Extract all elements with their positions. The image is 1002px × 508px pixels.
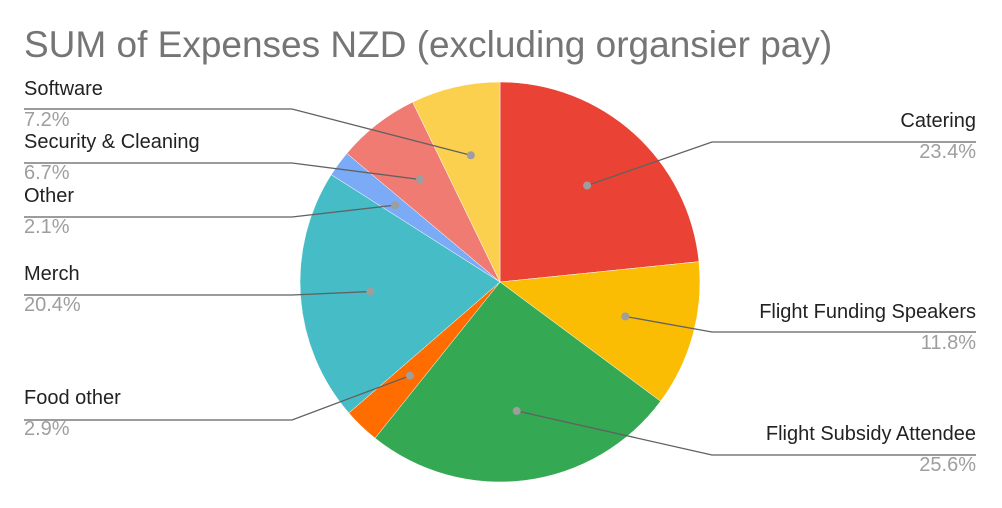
leader-dot-software — [466, 151, 475, 160]
leader-line-flight-subsidy-attendee — [516, 410, 976, 456]
pie-slice-catering — [499, 81, 700, 283]
pie-slices — [299, 81, 701, 483]
slice-label-other: Other — [24, 185, 74, 207]
leader-dot-merch — [366, 287, 375, 296]
slice-label-software: Software — [24, 78, 103, 100]
slice-labels: Catering 23.4% Flight Funding Speakers 11.8… — [24, 78, 976, 476]
leader-line-other — [24, 204, 396, 218]
slice-percent-other: 2.1% — [24, 216, 70, 238]
leader-dot-other — [391, 201, 400, 210]
slice-percent-food-other: 2.9% — [24, 418, 70, 440]
leader-dot-catering — [583, 181, 592, 190]
pie-slice-flight-funding-speakers — [499, 261, 701, 402]
slice-percent-merch: 20.4% — [24, 294, 81, 316]
leader-line-security-and-cleaning — [24, 162, 421, 181]
leader-line-catering — [586, 141, 976, 187]
slice-percent-flight-funding-speakers: 11.8% — [921, 332, 976, 354]
pie-slice-flight-subsidy-attendee — [374, 281, 661, 483]
slice-label-flight-subsidy-attendee: Flight Subsidy Attendee — [766, 423, 976, 445]
slice-percent-security-and-cleaning: 6.7% — [24, 162, 70, 184]
slice-percent-catering: 23.4% — [919, 141, 976, 163]
leader-line-flight-funding-speakers — [625, 315, 976, 333]
pie-slice-software — [412, 81, 501, 283]
leader-dot-food-other — [405, 371, 414, 380]
slice-label-merch: Merch — [24, 263, 80, 285]
chart-title: SUM of Expenses NZD (excluding organsier… — [24, 24, 832, 65]
leader-line-merch — [24, 290, 371, 296]
leader-lines — [24, 108, 976, 456]
slice-label-catering: Catering — [900, 110, 976, 132]
pie-slice-merch — [299, 174, 501, 414]
slice-label-food-other: Food other — [24, 387, 121, 409]
leader-line-software — [24, 108, 472, 156]
leader-dot-flight-funding-speakers — [621, 312, 630, 321]
slice-percent-flight-subsidy-attendee: 25.6% — [919, 454, 976, 476]
slice-label-flight-funding-speakers: Flight Funding Speakers — [759, 301, 976, 323]
leader-line-food-other — [24, 375, 411, 421]
slice-label-security-and-cleaning: Security & Cleaning — [24, 131, 200, 153]
leader-dot-flight-subsidy-attendee — [512, 406, 521, 415]
leader-dot-security-and-cleaning — [416, 175, 425, 184]
slice-percent-software: 7.2% — [24, 109, 70, 131]
